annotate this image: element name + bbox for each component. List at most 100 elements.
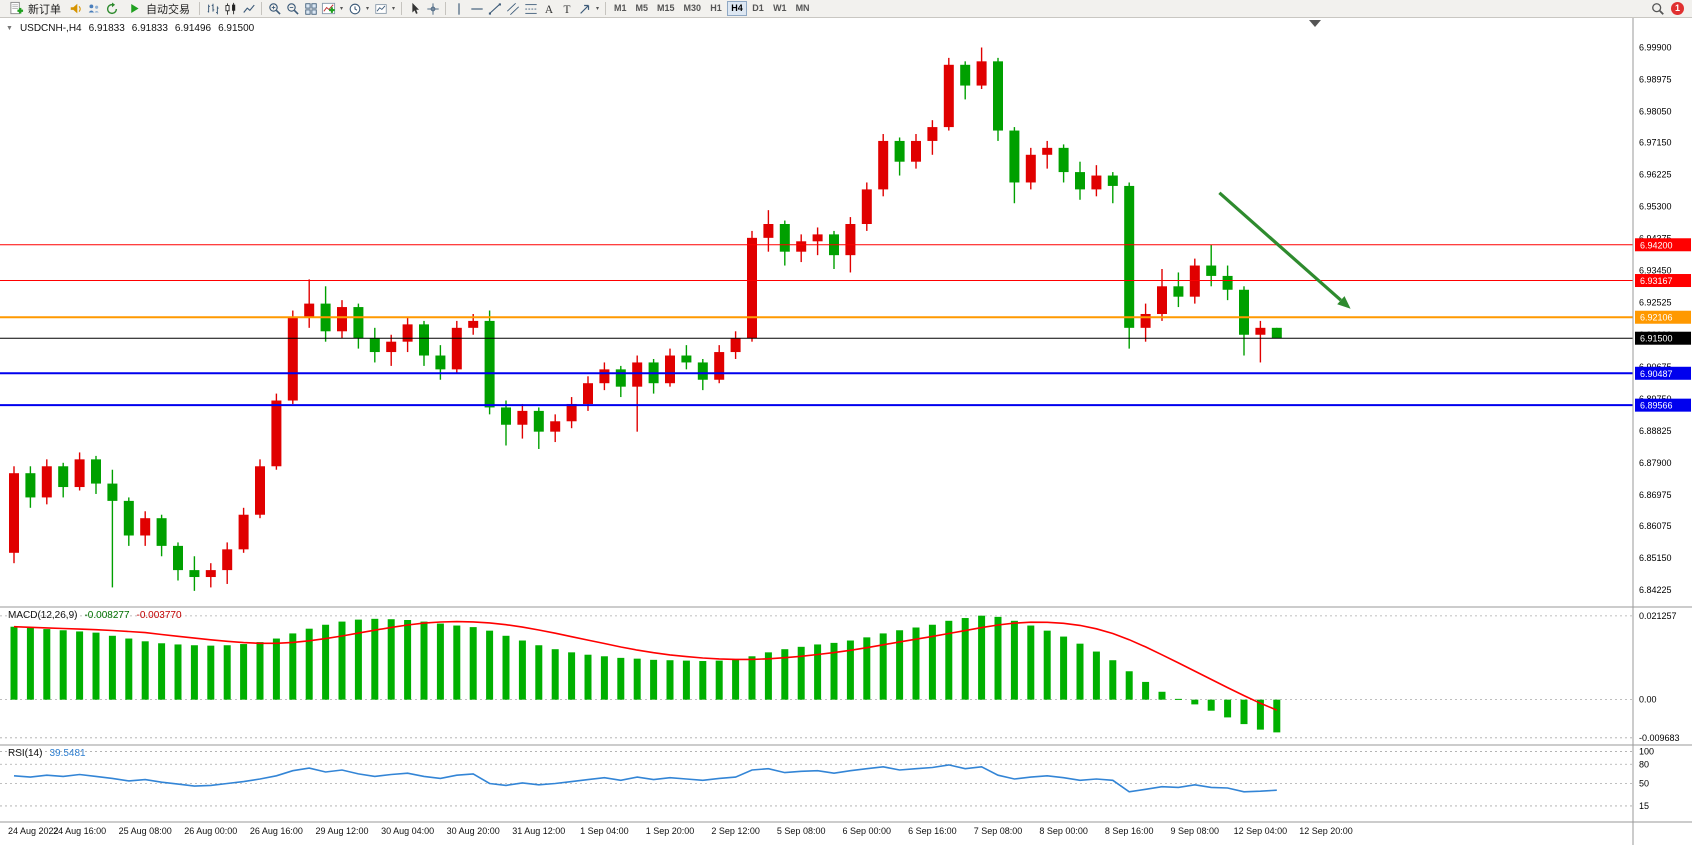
candlestick-chart-icon[interactable]: [222, 1, 239, 17]
equidistant-channel-icon[interactable]: [504, 1, 521, 17]
refresh-icon[interactable]: [103, 1, 120, 17]
timeframe-button-m15[interactable]: M15: [653, 1, 679, 16]
time-axis-label: 7 Sep 08:00: [974, 826, 1023, 836]
vertical-line-icon[interactable]: [450, 1, 467, 17]
macd-histogram-bar: [1125, 671, 1133, 700]
price-axis[interactable]: 6.99900 6.98975 6.98050 6.97150 6.96225 6.953…: [1635, 42, 1691, 595]
text-label-icon[interactable]: T: [558, 1, 575, 17]
timeframe-button-m5[interactable]: M5: [632, 1, 653, 16]
candle: [156, 518, 167, 546]
indicators-icon[interactable]: [320, 1, 337, 17]
candle: [665, 355, 675, 384]
high-value: 6.91833: [131, 23, 168, 34]
candle: [402, 324, 413, 342]
candle: [681, 355, 692, 363]
timeframe-button-m30[interactable]: M30: [680, 1, 706, 16]
close-value: 6.91500: [218, 23, 255, 34]
chart-shift-marker[interactable]: [1309, 20, 1321, 27]
macd-histogram-bar: [453, 625, 461, 700]
candle: [1239, 289, 1249, 335]
timeframe-button-m1[interactable]: M1: [610, 1, 631, 16]
timeframe-button-mn[interactable]: MN: [792, 1, 814, 16]
candle: [1271, 327, 1282, 339]
price-badge: 6.93167: [1635, 274, 1691, 288]
macd-histogram-bar: [814, 644, 822, 700]
tile-windows-icon[interactable]: [302, 1, 319, 17]
macd-histogram-bar: [1158, 691, 1166, 700]
bar-chart-icon[interactable]: [204, 1, 221, 17]
candle: [1255, 327, 1266, 335]
time-axis-label: 24 Aug 2022: [8, 826, 59, 836]
candle: [353, 307, 364, 339]
periods-dropdown-arrow[interactable]: ▾: [365, 6, 369, 12]
crosshair-icon[interactable]: [424, 1, 441, 17]
time-axis-label: 12 Sep 04:00: [1234, 826, 1288, 836]
price-tick-label: 6.98050: [1639, 107, 1672, 117]
notification-badge[interactable]: 1: [1671, 2, 1684, 15]
fibonacci-icon[interactable]: [522, 1, 539, 17]
macd-histogram-bar: [207, 645, 215, 700]
svg-text:6.93167: 6.93167: [1640, 276, 1673, 286]
price-badge: 6.89566: [1635, 398, 1691, 412]
macd-histogram-bar: [420, 621, 428, 700]
line-chart-icon[interactable]: [240, 1, 257, 17]
arrow-tools-icon[interactable]: [576, 1, 593, 17]
new-order-button[interactable]: 新订单: [3, 1, 66, 17]
search-icon[interactable]: [1649, 1, 1666, 17]
macd-panel: 0.021257 0.00 -0.009683: [0, 611, 1680, 743]
candle: [41, 466, 52, 498]
timeframe-button-d1[interactable]: D1: [748, 1, 768, 16]
macd-histogram-bar: [1043, 630, 1051, 700]
time-axis-label: 2 Sep 12:00: [711, 826, 760, 836]
macd-histogram-bar: [1142, 681, 1150, 700]
macd-main-value: -0.008277: [84, 610, 130, 621]
timeframe-button-w1[interactable]: W1: [769, 1, 791, 16]
open-value: 6.91833: [88, 23, 125, 34]
candle: [894, 140, 905, 162]
macd-histogram-bar: [174, 644, 182, 700]
zoom-in-icon[interactable]: [266, 1, 283, 17]
macd-histogram-bar: [43, 629, 51, 700]
candle: [763, 224, 774, 238]
auto-trading-button[interactable]: 自动交易: [121, 1, 195, 17]
macd-histogram-bar: [551, 649, 559, 700]
macd-histogram-bar: [978, 615, 986, 700]
trend-arrow-annotation[interactable]: [1218, 191, 1351, 309]
macd-histogram-bar: [1256, 699, 1264, 730]
collapse-ohlc-toggle[interactable]: ▼: [6, 25, 13, 32]
price-tick-label: 6.87900: [1639, 458, 1672, 468]
candle: [911, 140, 921, 162]
horizontal-line-icon[interactable]: [468, 1, 485, 17]
indicators-dropdown-arrow[interactable]: ▾: [339, 6, 343, 12]
time-axis-label: 31 Aug 12:00: [512, 826, 565, 836]
candle: [140, 518, 151, 536]
alerts-horn-icon[interactable]: [67, 1, 84, 17]
trendline-icon[interactable]: [486, 1, 503, 17]
candle: [583, 383, 593, 404]
candle: [550, 421, 561, 432]
auto-trading-play-icon: [126, 1, 143, 17]
templates-icon[interactable]: [372, 1, 389, 17]
candle: [107, 483, 118, 501]
macd-histogram-bar: [846, 640, 854, 700]
timeframe-button-h1[interactable]: H1: [706, 1, 726, 16]
arrow-tools-dropdown-arrow[interactable]: ▾: [595, 6, 599, 12]
timeframe-button-h4[interactable]: H4: [727, 1, 748, 16]
community-icon[interactable]: [85, 1, 102, 17]
zoom-out-icon[interactable]: [284, 1, 301, 17]
text-icon[interactable]: A: [540, 1, 557, 17]
templates-dropdown-arrow[interactable]: ▾: [391, 6, 395, 12]
macd-histogram-bar: [715, 660, 723, 700]
macd-histogram-bar: [518, 640, 526, 700]
macd-histogram-bar: [125, 638, 133, 700]
macd-histogram-bar: [502, 635, 510, 700]
candle: [796, 241, 807, 252]
cursor-icon[interactable]: [406, 1, 423, 17]
candle: [714, 352, 725, 380]
price-tick-label: 6.92525: [1639, 298, 1672, 308]
time-axis-label: 12 Sep 20:00: [1299, 826, 1353, 836]
periods-clock-icon[interactable]: [346, 1, 363, 17]
time-axis-label: 25 Aug 08:00: [119, 826, 172, 836]
